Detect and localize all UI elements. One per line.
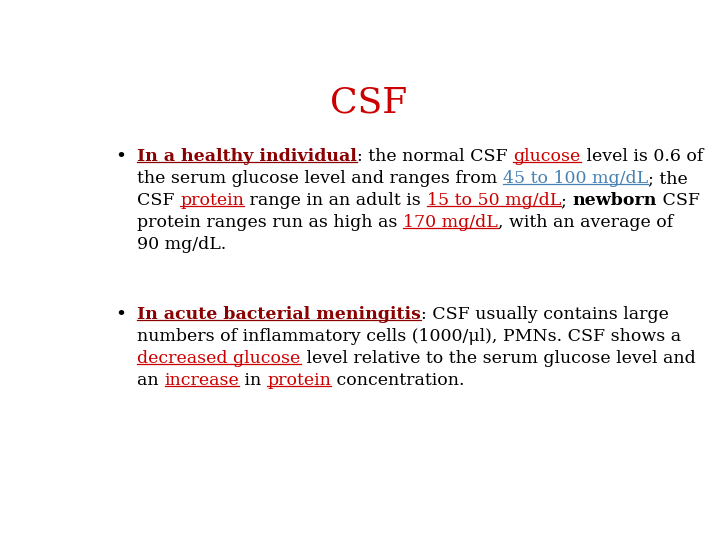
Text: 170 mg/dL: 170 mg/dL <box>403 214 498 231</box>
Text: In a healthy individual: In a healthy individual <box>138 148 357 165</box>
Text: protein: protein <box>267 372 331 389</box>
Text: , with an average of: , with an average of <box>498 214 673 231</box>
Text: CSF: CSF <box>330 85 408 119</box>
Text: level relative to the serum glucose level and: level relative to the serum glucose leve… <box>301 350 696 367</box>
Text: glucose: glucose <box>513 148 581 165</box>
Text: concentration.: concentration. <box>331 372 464 389</box>
Text: level is 0.6 of: level is 0.6 of <box>581 148 703 165</box>
Text: CSF: CSF <box>138 192 181 209</box>
Text: : CSF usually contains large: : CSF usually contains large <box>421 306 669 323</box>
Text: 90 mg/dL.: 90 mg/dL. <box>138 236 227 253</box>
Text: •: • <box>115 148 126 166</box>
Text: an: an <box>138 372 165 389</box>
Text: ;: ; <box>561 192 572 209</box>
Text: •: • <box>115 306 126 324</box>
Text: ; the: ; the <box>648 170 688 187</box>
Text: CSF: CSF <box>657 192 700 209</box>
Text: In acute bacterial meningitis: In acute bacterial meningitis <box>138 306 421 323</box>
Text: range in an adult is: range in an adult is <box>244 192 426 209</box>
Text: newborn: newborn <box>572 192 657 209</box>
Text: protein ranges run as high as: protein ranges run as high as <box>138 214 403 231</box>
Text: increase: increase <box>165 372 239 389</box>
Text: protein: protein <box>181 192 244 209</box>
Text: 45 to 100 mg/dL: 45 to 100 mg/dL <box>503 170 648 187</box>
Text: decreased glucose: decreased glucose <box>138 350 301 367</box>
Text: in: in <box>239 372 267 389</box>
Text: the serum glucose level and ranges from: the serum glucose level and ranges from <box>138 170 503 187</box>
Text: : the normal CSF: : the normal CSF <box>357 148 513 165</box>
Text: numbers of inflammatory cells (1000/μl), PMNs. CSF shows a: numbers of inflammatory cells (1000/μl),… <box>138 328 682 345</box>
Text: 15 to 50 mg/dL: 15 to 50 mg/dL <box>426 192 561 209</box>
